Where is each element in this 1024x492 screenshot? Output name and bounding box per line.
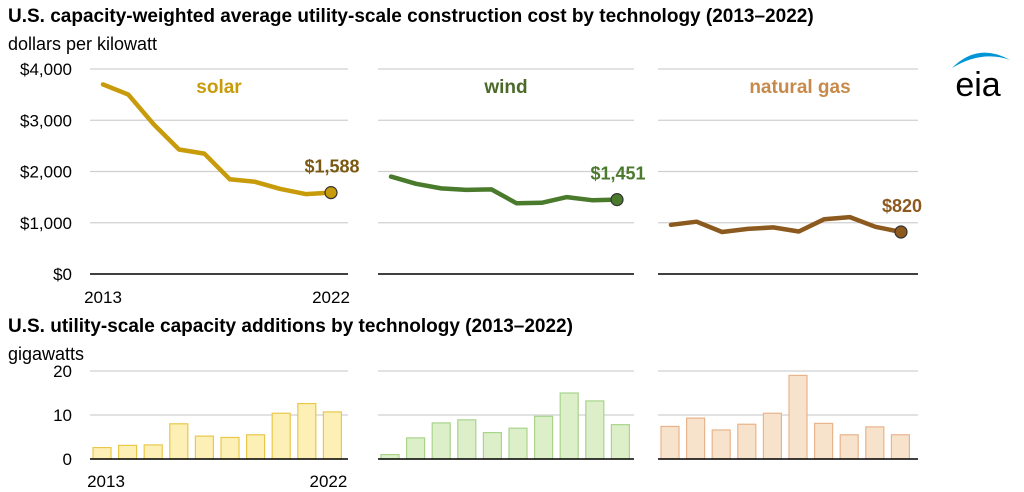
eia-logo-text: eia [955, 66, 1000, 104]
cost-endpoint-wind [610, 193, 624, 207]
additions-bar-solar-2016 [169, 423, 189, 460]
cost-y-tick-label: $2,000 [20, 163, 72, 182]
cost-y-tick-label: $3,000 [20, 111, 72, 130]
cost-endpoint-solar [324, 186, 338, 200]
additions-y-tick-label: 20 [53, 362, 72, 381]
cost-endpoint-natural-gas [894, 225, 908, 239]
cost-chart-unit: dollars per kilowatt [8, 34, 158, 54]
additions-bar-solar-2015 [143, 444, 163, 460]
additions-bar-wind-2021 [585, 400, 605, 460]
additions-bar-wind-2022 [610, 424, 631, 460]
additions-bar-natural-gas-2017 [762, 412, 783, 460]
additions-bar-wind-2018 [508, 427, 528, 460]
additions-bar-solar-2020 [271, 412, 291, 460]
cost-line-wind [388, 174, 620, 206]
additions-bar-natural-gas-2015 [711, 429, 731, 460]
cost-line-natural-gas [668, 214, 904, 235]
cost-end-value-wind: $1,451 [590, 164, 645, 184]
additions-x-tick-label-last: 2022 [309, 472, 347, 491]
cost-x-tick-label-last: 2022 [312, 288, 350, 307]
additions-bar-wind-2015 [431, 422, 451, 460]
additions-bar-natural-gas-2014 [685, 417, 706, 460]
cost-end-value-natural-gas: $820 [882, 196, 922, 216]
cost-line-solar [100, 82, 334, 197]
cost-y-tick-label: $1,000 [20, 214, 72, 233]
series-label-natural-gas: natural gas [749, 77, 850, 98]
additions-bar-solar-2014 [117, 444, 138, 460]
additions-bar-solar-2022 [322, 411, 342, 460]
additions-bar-natural-gas-2013 [660, 425, 680, 460]
series-label-wind: wind [483, 77, 527, 98]
additions-bar-wind-2017 [482, 432, 502, 460]
additions-bar-wind-2016 [457, 419, 477, 460]
additions-chart-unit: gigawatts [8, 344, 85, 364]
additions-chart-title: U.S. utility-scale capacity additions by… [8, 316, 573, 337]
additions-bar-wind-2014 [406, 437, 426, 460]
series-label-solar: solar [196, 77, 242, 98]
additions-bar-natural-gas-2020 [839, 434, 859, 460]
additions-bar-solar-2018 [220, 436, 240, 460]
additions-bar-solar-2019 [246, 434, 266, 460]
additions-bar-natural-gas-2018 [788, 374, 808, 460]
additions-bar-wind-2020 [559, 392, 579, 460]
additions-y-tick-label: 0 [63, 450, 72, 469]
cost-x-tick-label-first: 2013 [84, 288, 122, 307]
additions-bar-solar-2013 [92, 446, 112, 460]
cost-y-tick-label: $4,000 [20, 60, 72, 79]
eia-logo: eia [952, 52, 1010, 104]
eia-logo-swoosh [952, 52, 1010, 68]
additions-bar-solar-2021 [297, 402, 317, 460]
additions-bar-natural-gas-2016 [737, 423, 757, 460]
additions-bar-natural-gas-2021 [865, 426, 885, 460]
additions-bar-natural-gas-2019 [813, 422, 834, 460]
additions-x-tick-label-first: 2013 [87, 472, 125, 491]
additions-bar-natural-gas-2022 [890, 434, 911, 460]
additions-bar-solar-2017 [194, 435, 214, 460]
additions-y-tick-label: 10 [53, 406, 72, 425]
cost-y-tick-label: $0 [53, 265, 72, 284]
additions-bar-wind-2019 [533, 415, 554, 460]
cost-end-value-solar: $1,588 [304, 157, 359, 177]
cost-chart-title: U.S. capacity-weighted average utility-s… [8, 6, 814, 27]
